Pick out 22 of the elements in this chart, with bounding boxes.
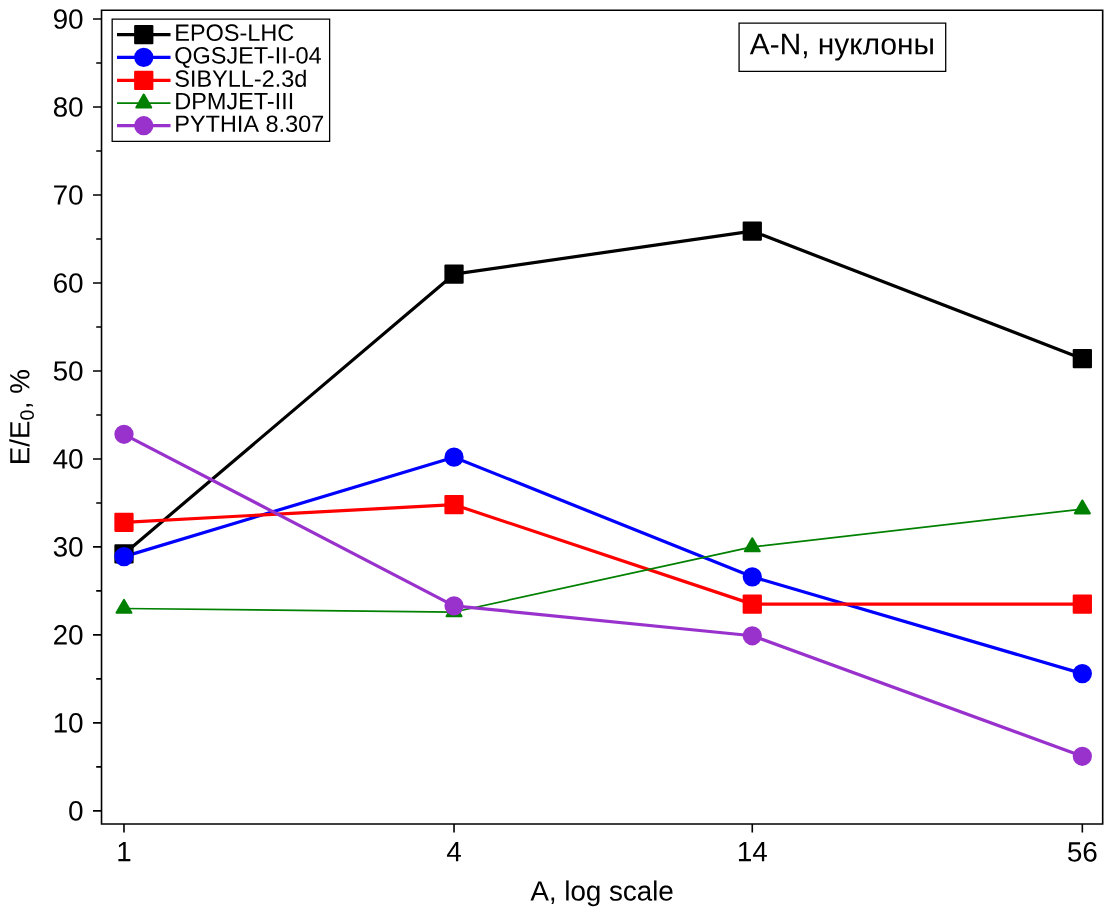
y-tick-label: 60 <box>54 273 83 294</box>
y-tick-label: 80 <box>53 97 83 118</box>
y-tick-label: 30 <box>53 537 83 557</box>
y-tick-label: 40 <box>53 449 83 470</box>
y-tick-label: 50 <box>53 361 83 382</box>
y-tick-label: 20 <box>54 625 83 645</box>
x-axis-title: A, log scale <box>530 880 673 907</box>
y-axis-title: E/E$_{0}$, % <box>9 370 34 464</box>
legend-label: PYTHIA 8.307 <box>176 115 324 133</box>
y-tick-label: 0 <box>69 801 83 821</box>
legend-label: EPOS-LHC <box>176 24 294 42</box>
y-tick-label: 90 <box>54 9 83 30</box>
legend-label: QGSJET-II-04 <box>175 47 321 69</box>
y-tick-label: 10 <box>54 713 83 733</box>
x-tick-label: 56 <box>1068 842 1097 862</box>
annotation: A-N, нуклоны <box>749 34 933 61</box>
x-tick-label: 1 <box>118 842 131 862</box>
legend-label: SIBYLL-2.3d <box>175 69 306 88</box>
x-tick-label: 14 <box>738 842 767 862</box>
legend-label: DPMJET-III <box>176 93 293 110</box>
y-tick-label: 70 <box>54 185 83 206</box>
x-tick-label: 4 <box>446 842 461 862</box>
